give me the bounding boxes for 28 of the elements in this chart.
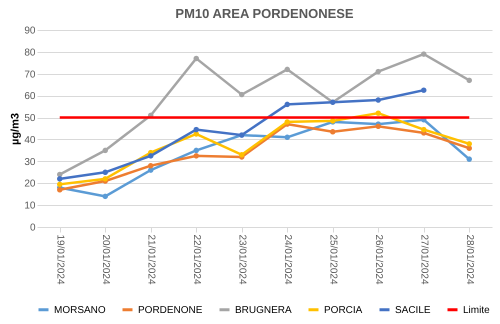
legend-label: Limite [463,304,490,316]
x-tick-label: 27/01/2024 [418,234,430,285]
x-tick-label: 28/01/2024 [464,234,475,285]
legend-label: PORCIA [324,304,363,316]
x-tick-label: 20/01/2024 [100,234,111,285]
y-tick-label: 50 [24,113,36,124]
legend-label: SACILE [395,304,431,316]
y-tick-label: 80 [24,47,36,58]
legend-label: MORSANO [54,304,106,316]
x-tick-label: 23/01/2024 [236,234,248,285]
y-axis-title: µg/m3 [9,112,22,146]
y-tick-label: 20 [24,178,36,190]
y-tick-label: 70 [24,69,36,80]
x-tick-label: 21/01/2024 [145,234,156,285]
x-tick-label: 26/01/2024 [372,234,384,285]
x-tick-label: 19/01/2024 [54,234,66,285]
legend-label: PORDENONE [138,304,203,316]
chart-title: PM10 AREA PORDENONESE [175,6,354,21]
y-tick-label: 30 [24,156,36,168]
y-tick-label: 60 [24,91,36,102]
y-tick-label: 40 [24,134,36,146]
y-tick-label: 10 [24,200,36,212]
y-tick-label: 90 [24,26,36,36]
legend-label: BRUGNERA [235,304,292,316]
y-tick-label: 0 [30,222,36,234]
x-tick-label: 25/01/2024 [327,234,338,285]
x-tick-label: 22/01/2024 [190,234,202,285]
x-tick-label: 24/01/2024 [282,234,293,285]
